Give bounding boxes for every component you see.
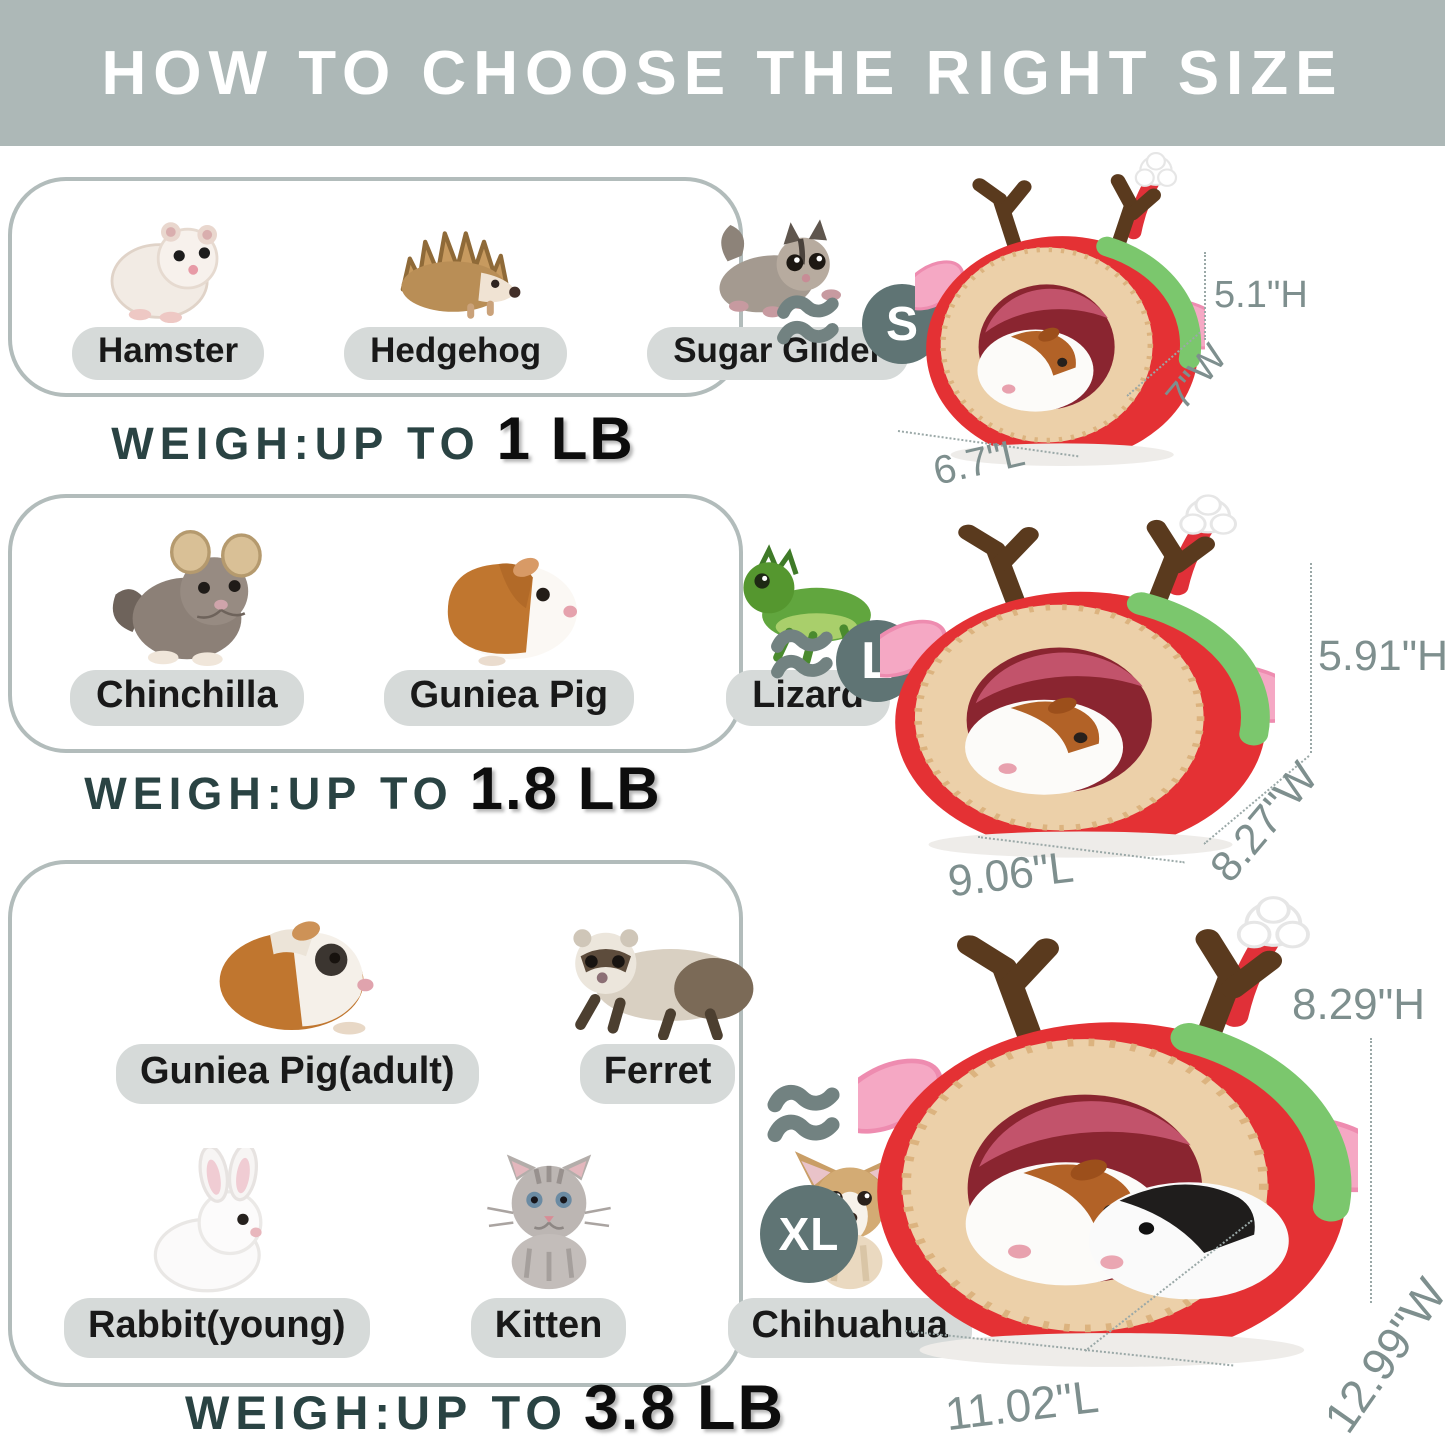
weight-prefix: WEIGH:UP TO <box>111 418 481 469</box>
animal-label-pill: Sugar Glider <box>647 327 910 380</box>
animal-row: Hamster Hedgehog Sugar Glider <box>12 181 910 412</box>
animal-label-pill: Guniea Pig <box>383 670 635 726</box>
animal-ferret: Ferret <box>559 894 757 1104</box>
animal-label-pill: Hedgehog <box>344 327 568 380</box>
animal-row: Chinchilla Guniea Pig Lizard <box>12 498 891 760</box>
ferret-icon <box>559 894 757 1040</box>
rabbit-icon <box>118 1148 316 1294</box>
kitten-icon <box>450 1148 648 1294</box>
animal-group-large: Chinchilla Guniea Pig Lizard <box>8 494 891 753</box>
page-title: HOW TO CHOOSE THE RIGHT SIZE <box>101 38 1344 108</box>
size-badge-xl: XL <box>760 1185 858 1283</box>
guinea-pig-icon <box>415 530 603 666</box>
weight-value: 3.8 LB <box>583 1373 785 1438</box>
approx-equals-icon <box>776 288 844 356</box>
animal-guinea-pig: Guniea Pig <box>383 530 635 726</box>
length-dimension-label: 11.02"L <box>942 1369 1102 1438</box>
weight-recommendation: WEIGH:UP TO 1 LB <box>8 404 738 473</box>
approx-equals-icon <box>770 622 838 690</box>
animal-label-pill: Hamster <box>72 327 265 380</box>
animal-row: Guniea Pig(adult) Ferret <box>12 864 753 1122</box>
weight-recommendation: WEIGH:UP TO 3.8 LB <box>120 1372 850 1438</box>
animal-group-xl: Guniea Pig(adult) Ferret Rabbit(young) K… <box>8 860 972 1387</box>
reindeer-pet-bed-illustration <box>880 492 1275 860</box>
reindeer-pet-bed-illustration <box>858 893 1358 1370</box>
animal-hedgehog: Hedgehog <box>344 211 568 380</box>
header-banner: HOW TO CHOOSE THE RIGHT SIZE <box>0 0 1445 146</box>
animal-kitten: Kitten <box>450 1148 648 1358</box>
approx-equals-icon <box>766 1080 846 1152</box>
animal-label-pill: Rabbit(young) <box>64 1298 370 1358</box>
measure-line-height <box>1310 563 1312 753</box>
height-dimension-label: 5.91"H <box>1318 632 1445 680</box>
height-dimension-label: 5.1"H <box>1214 274 1308 316</box>
animal-label-pill: Chinchilla <box>70 670 304 726</box>
height-dimension-label: 8.29"H <box>1292 980 1426 1029</box>
animal-rabbit: Rabbit(young) <box>64 1148 370 1358</box>
chinchilla-icon <box>93 530 281 666</box>
reindeer-pet-bed-illustration <box>915 150 1205 468</box>
weight-prefix: WEIGH:UP TO <box>185 1386 568 1438</box>
animal-group-small: Hamster Hedgehog Sugar Glider <box>8 177 910 397</box>
animal-hamster: Hamster <box>72 211 265 380</box>
animal-row: Rabbit(young) Kitten Chihuahua <box>12 1122 972 1374</box>
animal-label-pill: Ferret <box>579 1044 736 1104</box>
measure-line-height <box>1204 252 1206 340</box>
measure-line-height <box>1370 1038 1372 1303</box>
weight-value: 1.8 LB <box>469 755 662 822</box>
weight-value: 1 LB <box>496 405 635 472</box>
sugar-glider-icon <box>694 211 862 323</box>
animal-label-pill: Guniea Pig(adult) <box>116 1044 479 1104</box>
weight-prefix: WEIGH:UP TO <box>84 768 454 819</box>
guinea-pig-adult-icon <box>198 894 396 1040</box>
animal-label-pill: Kitten <box>470 1298 627 1358</box>
weight-recommendation: WEIGH:UP TO 1.8 LB <box>8 754 738 823</box>
hedgehog-icon <box>372 211 540 323</box>
animal-chinchilla: Chinchilla <box>70 530 304 726</box>
animal-sugar-glider: Sugar Glider <box>647 211 910 380</box>
hamster-icon <box>84 211 252 323</box>
animal-guinea-pig-adult: Guniea Pig(adult) <box>116 894 479 1104</box>
